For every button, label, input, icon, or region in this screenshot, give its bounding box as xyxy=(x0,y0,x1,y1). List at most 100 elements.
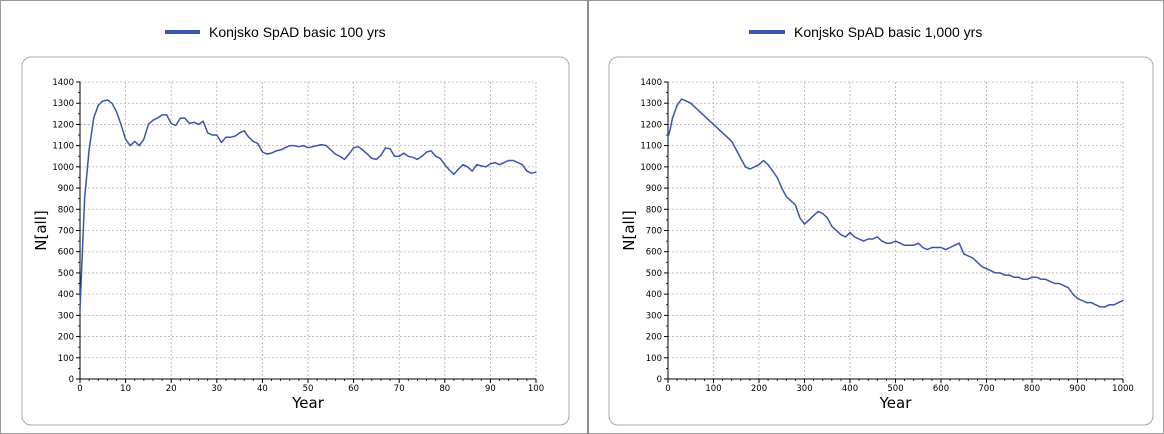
data-point xyxy=(808,219,810,221)
data-point xyxy=(175,124,177,127)
data-point xyxy=(1081,299,1083,302)
data-point xyxy=(371,157,373,159)
data-point xyxy=(844,236,847,238)
data-point xyxy=(252,140,254,142)
chart-1000-yrs: Konjsko SpAD basic 1,000 yrs 0 100 200 300 40… xyxy=(608,24,1154,426)
data-point xyxy=(726,136,728,138)
data-point xyxy=(1026,278,1028,280)
y-tick-label: 1100 xyxy=(52,142,74,152)
x-tick-label: 200 xyxy=(751,384,767,394)
data-point xyxy=(457,168,460,170)
data-point xyxy=(799,217,801,219)
data-point xyxy=(357,146,359,148)
data-point xyxy=(316,145,318,147)
data-point xyxy=(972,257,974,259)
data-point xyxy=(239,132,241,134)
data-point xyxy=(1049,280,1051,282)
y-tick-label: 600 xyxy=(646,248,662,258)
data-point xyxy=(129,145,131,147)
data-point xyxy=(384,147,387,149)
y-tick-label: 1400 xyxy=(52,78,74,88)
data-point xyxy=(517,162,519,164)
data-point xyxy=(234,135,236,137)
data-point xyxy=(298,146,300,148)
data-point xyxy=(785,196,787,198)
data-point xyxy=(407,155,409,157)
data-point xyxy=(1122,299,1124,302)
y-tick-label: 600 xyxy=(58,248,74,258)
data-point xyxy=(193,121,195,123)
x-axis-title: Year xyxy=(879,394,913,412)
data-point xyxy=(348,153,350,155)
data-point xyxy=(690,102,692,104)
y-tick-label: 400 xyxy=(58,290,74,300)
data-point xyxy=(731,140,733,142)
data-point xyxy=(735,149,737,151)
x-tick-label: 50 xyxy=(303,384,314,394)
data-point xyxy=(981,266,983,268)
data-point xyxy=(307,147,309,149)
data-point xyxy=(781,187,783,189)
data-point xyxy=(284,147,286,149)
x-tick-label: 500 xyxy=(887,384,903,394)
data-point xyxy=(1008,274,1010,276)
data-point xyxy=(945,249,947,251)
data-point xyxy=(749,168,751,170)
y-axis-title: N[all] xyxy=(620,210,638,250)
x-tick-label: 400 xyxy=(842,384,858,394)
legend-label: Konjsko SpAD basic 100 yrs xyxy=(209,24,386,40)
data-point xyxy=(772,170,774,172)
y-tick-label: 400 xyxy=(646,290,662,300)
data-point xyxy=(471,170,473,172)
data-point xyxy=(362,149,364,151)
y-tick-label: 300 xyxy=(646,311,662,321)
data-point xyxy=(535,171,537,173)
data-point xyxy=(512,159,514,162)
data-point xyxy=(198,123,200,125)
x-tick-label: 70 xyxy=(394,384,405,394)
data-point xyxy=(985,268,988,270)
data-point xyxy=(412,156,414,158)
data-point xyxy=(266,153,268,155)
data-point xyxy=(935,246,937,249)
data-point xyxy=(398,155,400,157)
data-point xyxy=(671,117,674,119)
data-point xyxy=(225,136,227,138)
data-point xyxy=(669,128,671,130)
data-point xyxy=(1104,306,1106,308)
data-point xyxy=(312,146,314,148)
y-tick-label: 200 xyxy=(58,333,74,343)
x-tick-label: 300 xyxy=(796,384,812,394)
data-point xyxy=(949,246,951,249)
data-point xyxy=(890,242,892,244)
y-tick-label: 700 xyxy=(58,227,74,237)
data-point xyxy=(1058,282,1060,285)
data-point xyxy=(822,212,824,215)
data-point xyxy=(894,240,897,242)
data-point xyxy=(1004,274,1006,276)
data-point xyxy=(321,144,323,146)
data-point xyxy=(138,145,140,147)
data-point xyxy=(152,119,154,121)
series-points xyxy=(667,98,1124,308)
data-point xyxy=(926,249,928,251)
data-point xyxy=(216,134,218,136)
data-point xyxy=(858,238,860,240)
data-point xyxy=(995,272,997,274)
data-point xyxy=(366,153,368,155)
y-tick-label: 300 xyxy=(58,311,74,321)
data-point xyxy=(776,176,778,179)
x-tick-label: 90 xyxy=(485,384,496,394)
x-tick-label: 0 xyxy=(665,384,670,394)
data-point xyxy=(867,238,869,240)
data-point xyxy=(430,150,432,152)
data-point xyxy=(102,100,104,102)
data-point xyxy=(453,173,455,175)
data-point xyxy=(831,225,833,227)
data-point xyxy=(261,151,263,153)
data-point xyxy=(485,166,487,168)
data-point xyxy=(79,308,81,310)
data-point xyxy=(248,136,250,138)
data-point xyxy=(330,149,332,151)
data-point xyxy=(394,155,396,157)
